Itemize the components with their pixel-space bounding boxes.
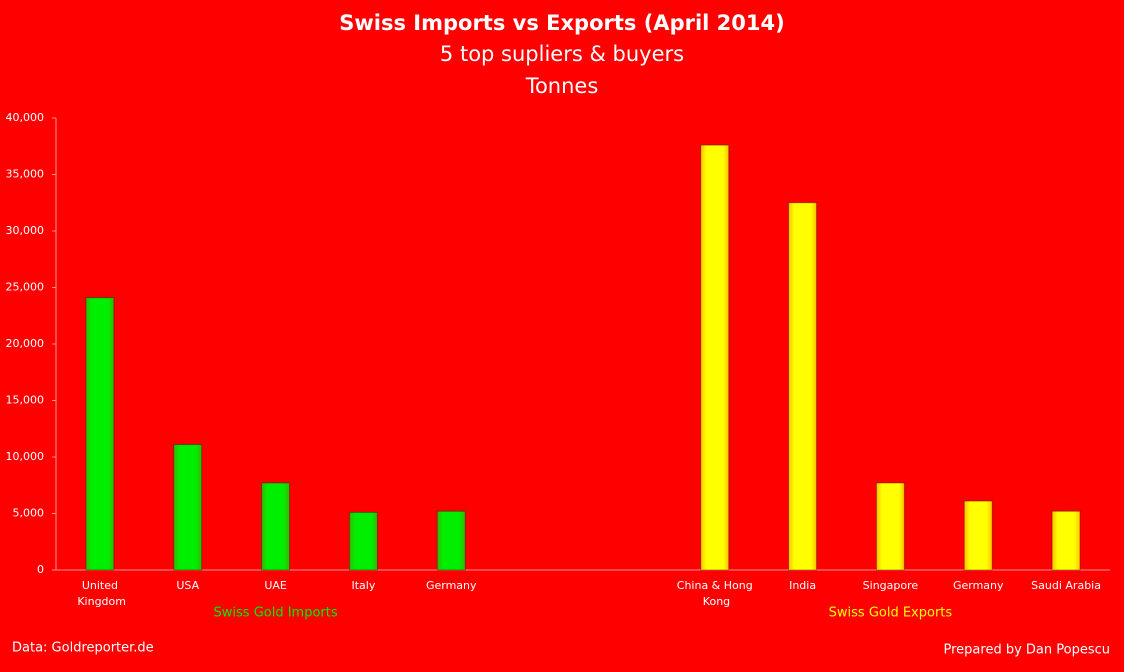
y-tick-label: 25,000 [6, 281, 45, 294]
y-tick-label: 15,000 [6, 394, 45, 407]
x-tick-label: USA [176, 579, 199, 592]
bar [173, 444, 203, 571]
unit-label: Tonnes [525, 74, 599, 98]
credit: Prepared by Dan Popescu [944, 643, 1111, 658]
y-tick-label: 5,000 [13, 507, 45, 520]
bar [875, 482, 905, 571]
bar [261, 482, 291, 571]
x-tick-label: Germany [953, 579, 1004, 592]
x-tick-label: UAE [264, 579, 287, 592]
bar [1051, 510, 1081, 571]
y-tick-label: 10,000 [6, 450, 45, 463]
chart-title: Swiss Imports vs Exports (April 2014) [339, 11, 784, 35]
y-tick-label: 35,000 [6, 168, 45, 181]
y-tick-label: 30,000 [6, 224, 45, 237]
bar [85, 297, 115, 571]
bar [436, 510, 466, 571]
bar [788, 202, 818, 571]
bar [348, 511, 378, 571]
bar [700, 144, 730, 571]
x-tick-label: Germany [426, 579, 477, 592]
x-tick-label: Saudi Arabia [1031, 579, 1101, 592]
chart-subtitle: 5 top supliers & buyers [440, 42, 684, 66]
x-tick-label: Singapore [863, 579, 919, 592]
x-tick-label: Italy [351, 579, 375, 592]
group-label: Swiss Gold Exports [829, 606, 953, 621]
y-tick-label: 0 [37, 563, 44, 576]
y-tick-label: 40,000 [6, 111, 45, 124]
bar [963, 500, 993, 571]
y-tick-label: 20,000 [6, 337, 45, 350]
source: Data: Goldreporter.de [12, 641, 154, 656]
x-tick-label: United Kingdom [74, 579, 126, 608]
group-label: Swiss Gold Imports [214, 606, 338, 621]
x-tick-label: China & Hong Kong [677, 579, 753, 608]
x-tick-label: India [789, 579, 816, 592]
